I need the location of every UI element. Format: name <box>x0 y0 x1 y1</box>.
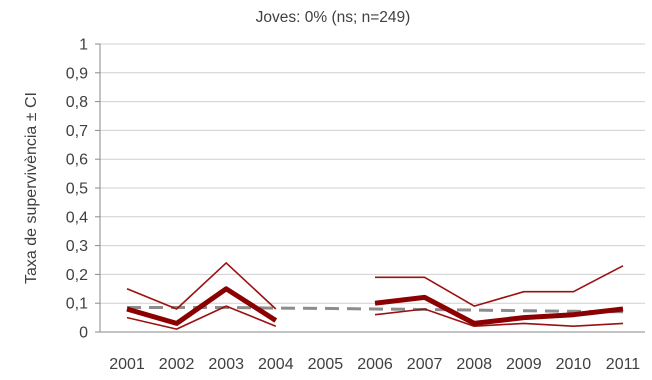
x-tick-label: 2009 <box>506 356 542 373</box>
series-line-mean <box>127 306 624 314</box>
series-line-estimate <box>374 294 624 326</box>
y-tick-label: 0,3 <box>66 238 88 255</box>
x-tick-label: 2002 <box>159 356 195 373</box>
chart-title: Joves: 0% (ns; n=249) <box>256 9 411 26</box>
gridlines <box>100 43 645 304</box>
y-tick-label: 0,2 <box>66 267 88 284</box>
x-tick-label: 2011 <box>606 356 641 373</box>
x-tick-label: 2005 <box>308 356 344 373</box>
x-tick-label: 2008 <box>456 356 492 373</box>
y-tick-labels: 0 0,1 0,2 0,3 0,4 0,5 0,6 0,7 0,8 0,9 1 <box>66 37 88 342</box>
y-tick-label: 0,5 <box>66 181 88 198</box>
x-tick-label: 2006 <box>357 356 393 373</box>
series-line-lower-ci <box>126 305 277 330</box>
x-tick-label: 2010 <box>556 356 592 373</box>
y-tick-label: 0,4 <box>66 209 88 226</box>
y-tick-label: 1 <box>79 37 88 54</box>
y-tick-label: 0,9 <box>66 65 88 82</box>
x-tick-label: 2007 <box>407 356 443 373</box>
y-tick-label: 0,8 <box>66 94 88 111</box>
series-line-lower-ci <box>374 308 624 328</box>
series-line-upper-ci <box>126 262 277 310</box>
x-tick-label: 2004 <box>258 356 294 373</box>
y-tick-label: 0,7 <box>66 123 88 140</box>
series-line-upper-ci <box>375 265 624 307</box>
series-lines <box>126 262 624 330</box>
x-tick-label: 2003 <box>208 356 244 373</box>
y-tick-label: 0,6 <box>66 152 88 169</box>
y-tick-label: 0,1 <box>66 296 88 313</box>
y-tick-label: 0 <box>79 325 88 342</box>
axes <box>95 43 645 333</box>
x-tick-label: 2001 <box>109 356 145 373</box>
x-tick-labels: 2001 2002 2003 2004 2005 2006 2007 2008 2009 2010… <box>109 356 640 373</box>
series-line-estimate <box>126 286 278 326</box>
y-axis-title: Taxa de supervivència ± CI <box>23 92 40 284</box>
